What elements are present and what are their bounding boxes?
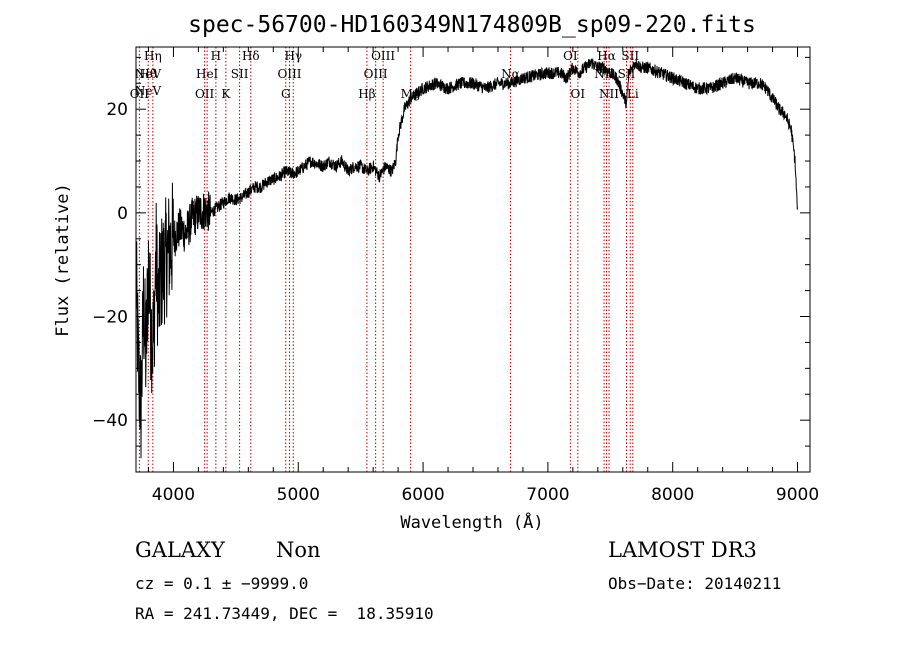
x-tick-label: 4000 (152, 485, 195, 505)
x-tick-label: 6000 (401, 485, 444, 505)
x-axis-ticks: 4000 5000 6000 7000 8000 9000 (147, 47, 819, 505)
x-tick-label: 8000 (651, 485, 694, 505)
chart-title: spec-56700-HD160349N174809B_sp09-220.fit… (188, 12, 756, 38)
y-axis-ticks: −40 −20 0 20 (92, 56, 810, 447)
spectrum-line (135, 57, 798, 459)
x-tick-label: 9000 (776, 485, 819, 505)
line-marker-label: OII (130, 87, 150, 101)
line-marker-label: H (211, 49, 221, 63)
line-marker-label: OIII (277, 67, 301, 81)
line-marker-label: NeV (135, 67, 162, 81)
line-marker-label: OI (563, 49, 578, 63)
line-marker-label: Hη (144, 49, 162, 63)
line-marker-label: G (281, 87, 291, 101)
spectrum-series (135, 57, 798, 459)
line-markers (138, 47, 634, 472)
line-marker-label: NeV (135, 84, 162, 98)
object-type: GALAXY (135, 538, 225, 562)
object-subclass: Non (276, 538, 321, 562)
line-marker-label: Hθ (139, 67, 157, 81)
line-marker-label: K (221, 87, 231, 101)
redshift-readout: cz = 0.1 ± −9999.0 (135, 574, 309, 593)
line-marker-label: Hα (597, 49, 616, 63)
line-marker-labels: OIIHθHηOIIHeIHKSIIHδGOIIIHγHβOIIIOIIIMgN… (130, 49, 640, 101)
line-marker-label: OIII (364, 67, 388, 81)
line-marker-label: SII (231, 67, 249, 81)
y-tick-label: −40 (92, 411, 128, 431)
line-marker-label: OIII (371, 49, 395, 63)
y-tick-label: 20 (106, 100, 128, 120)
coordinates: RA = 241.73449, DEC = 18.35910 (135, 604, 434, 623)
line-marker-label: Hβ (358, 87, 375, 101)
plot-frame (135, 46, 811, 473)
x-tick-label: 7000 (526, 485, 569, 505)
y-tick-label: 0 (117, 204, 128, 224)
line-marker-label: Li (627, 87, 639, 101)
line-marker-label: SII (621, 49, 639, 63)
line-marker-label: Hδ (242, 49, 260, 63)
y-axis-label: Flux (relative) (53, 183, 73, 337)
survey-name: LAMOST DR3 (608, 538, 757, 562)
y-tick-label: −20 (92, 308, 128, 328)
line-marker-label: Hγ (284, 49, 302, 63)
obs-date: Obs−Date: 20140211 (608, 574, 782, 593)
line-marker-label: HeI (196, 67, 219, 81)
line-marker-label: OII (195, 87, 215, 101)
line-marker-label: OI (571, 87, 586, 101)
line-marker-label: NII (599, 87, 619, 101)
x-tick-label: 5000 (277, 485, 320, 505)
x-axis-label: Wavelength (Å) (400, 511, 543, 533)
